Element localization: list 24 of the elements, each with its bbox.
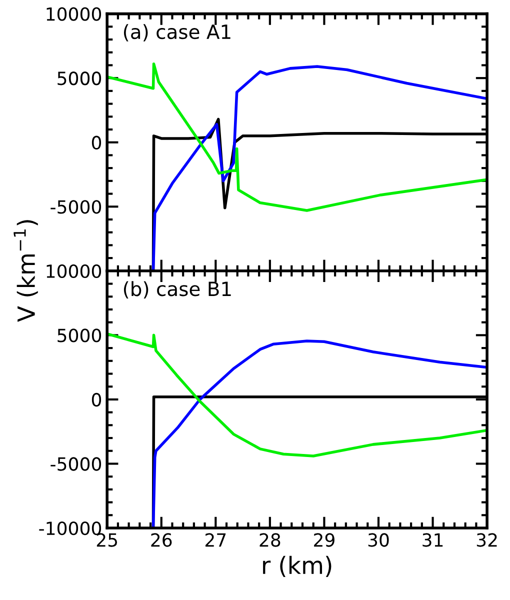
x-tick-label: 28 xyxy=(260,533,280,547)
y-tick-label: -10000 xyxy=(39,521,102,536)
y-tick-label: -5000 xyxy=(50,200,102,214)
x-tick-label: 29 xyxy=(314,533,334,547)
y-tick-label: 5000 xyxy=(58,328,102,342)
y-tick-label: 5000 xyxy=(58,72,102,86)
line-series xyxy=(107,332,488,458)
y-tick-label: 10000 xyxy=(46,264,102,278)
y-tick-label: 0 xyxy=(92,136,102,150)
x-tick-label: 25 xyxy=(96,533,118,547)
line-series xyxy=(107,62,488,212)
y-tick-label: 0 xyxy=(92,392,102,407)
x-tick-label: 26 xyxy=(151,533,172,547)
x-tick-label: 27 xyxy=(205,533,226,547)
x-tick-label: 32 xyxy=(476,533,497,547)
y-axis-title: V (km$^{−1}$) xyxy=(14,220,38,322)
chart-title: (a) case A1 xyxy=(124,24,230,42)
line-series xyxy=(152,340,488,528)
y-tick-label: 10000 xyxy=(46,7,102,21)
y-tick-label: -5000 xyxy=(50,457,102,471)
chart-title: (b) case B1 xyxy=(124,281,231,299)
x-tick-label: 30 xyxy=(368,533,389,547)
x-axis-title: r (km) xyxy=(263,556,332,577)
x-tick-label: 31 xyxy=(422,533,443,547)
